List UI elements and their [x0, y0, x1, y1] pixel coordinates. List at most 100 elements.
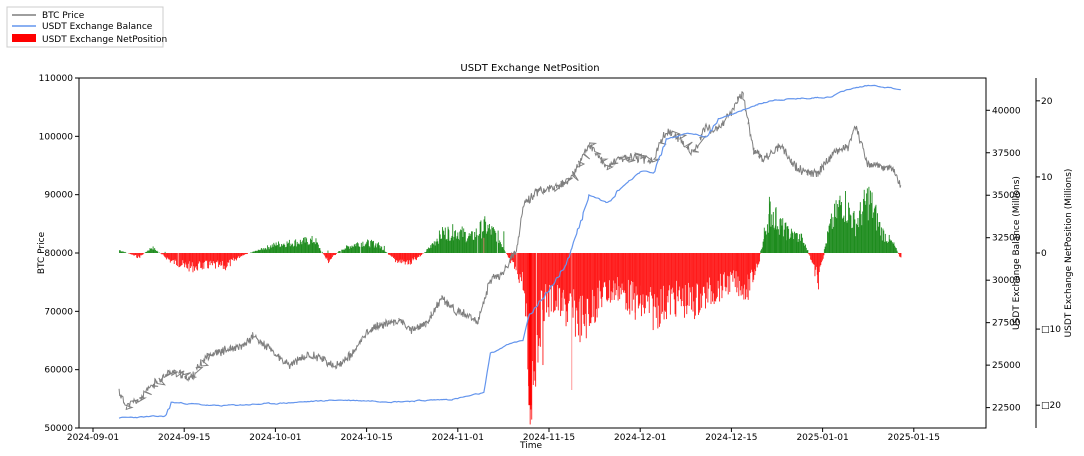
net-position-bar: [222, 253, 224, 269]
net-position-bar: [850, 215, 852, 253]
net-position-bar: [246, 253, 248, 255]
net-position-bar: [198, 253, 200, 262]
net-position-bar: [357, 243, 359, 253]
net-position-bar: [648, 253, 650, 314]
net-position-bar: [708, 253, 710, 278]
net-position-bar: [373, 247, 375, 253]
y-right2-tick-label: 10: [1041, 173, 1053, 183]
y-right-tick-label: 25000: [992, 361, 1021, 371]
net-position-bar: [821, 253, 823, 261]
net-position-bar: [253, 251, 255, 253]
net-position-bar: [837, 207, 839, 253]
net-position-bar: [743, 253, 745, 300]
net-position-bar: [315, 238, 317, 253]
net-position-bar: [766, 224, 768, 253]
net-position-bar: [260, 248, 262, 253]
net-position-bar: [669, 253, 671, 315]
net-position-bar: [493, 229, 495, 253]
net-position-bar: [145, 251, 147, 253]
net-position-bar: [884, 233, 886, 253]
net-position-bar: [183, 253, 185, 264]
legend-label-netposition: USDT Exchange NetPosition: [42, 35, 167, 45]
y-left-tick-label: 70000: [44, 307, 73, 317]
net-position-bar: [636, 253, 638, 296]
net-position-bar: [223, 253, 225, 266]
net-position-bar: [236, 253, 238, 259]
net-position-bar: [317, 244, 319, 253]
net-position-bar: [737, 253, 739, 277]
net-position-bar: [782, 218, 784, 253]
net-position-bar: [279, 247, 281, 253]
net-position-bar: [230, 253, 232, 259]
net-position-bar: [296, 241, 298, 253]
net-position-bar: [318, 248, 320, 253]
net-position-bar: [886, 241, 888, 253]
net-position-bar: [790, 228, 792, 253]
x-axis: 2024-09-01 2024-09-15 2024-10-01 2024-10-15…: [67, 428, 940, 443]
net-position-bar: [815, 253, 817, 270]
net-position-bar: [652, 253, 654, 331]
net-position-bar: [561, 253, 563, 293]
net-position-bar: [691, 253, 693, 287]
net-position-bar: [701, 253, 703, 308]
net-position-bar: [513, 253, 515, 263]
net-position-bar: [402, 253, 404, 263]
net-position-bar: [772, 211, 774, 253]
net-position-bar: [891, 240, 893, 253]
net-position-bar: [585, 253, 587, 339]
net-position-bar: [312, 242, 314, 253]
net-position-bar: [525, 253, 527, 304]
net-position-bar: [376, 247, 378, 253]
net-position-bar: [465, 242, 467, 253]
net-position-bar: [375, 243, 377, 253]
net-position-bar: [724, 253, 726, 287]
net-position-bar: [201, 253, 203, 270]
net-position-bar: [460, 229, 462, 253]
net-position-bar: [479, 221, 481, 253]
net-position-bar: [139, 253, 141, 258]
net-position-bar: [119, 250, 121, 253]
net-position-bar: [396, 253, 398, 261]
net-position-bars: [119, 186, 902, 425]
net-position-bar: [220, 253, 222, 266]
net-position-bar: [258, 251, 260, 253]
net-position-bar: [173, 253, 174, 261]
net-position-bar: [805, 244, 806, 253]
net-position-bar: [392, 253, 394, 257]
net-position-bar: [179, 253, 181, 267]
y-right-tick-label: 27500: [992, 319, 1021, 329]
net-position-bar: [755, 253, 757, 264]
usdt-balance-line: [118, 84, 901, 419]
net-position-bar: [300, 241, 302, 253]
net-position-bar: [630, 253, 632, 281]
net-position-bar: [487, 224, 489, 253]
net-position-bar: [413, 253, 415, 260]
net-position-bar: [275, 246, 277, 253]
net-position-bar: [683, 253, 685, 318]
legend-swatch-netposition: [12, 34, 36, 42]
net-position-bar: [543, 253, 545, 322]
net-position-bar: [156, 250, 158, 253]
net-position-bar: [874, 206, 876, 253]
net-position-bar: [470, 233, 472, 253]
net-position-bar: [713, 253, 715, 305]
net-position-bar: [690, 253, 692, 293]
net-position-bar: [466, 240, 468, 253]
net-position-bar: [227, 253, 229, 263]
net-position-bar: [161, 253, 163, 255]
net-position-bar: [523, 253, 525, 292]
net-position-bar: [615, 253, 617, 296]
net-position-bar: [634, 253, 636, 313]
net-position-bar: [379, 248, 381, 253]
net-position-bar: [172, 253, 174, 261]
net-position-bar: [330, 253, 332, 259]
net-position-bar: [521, 253, 523, 282]
net-position-bar: [822, 253, 824, 259]
y-right-tick-label: 32500: [992, 234, 1021, 244]
net-position-bar: [716, 253, 718, 297]
net-position-bar: [606, 253, 607, 300]
net-position-bar: [847, 220, 849, 253]
net-position-bar: [243, 253, 244, 256]
net-position-bar: [229, 253, 230, 260]
net-position-bar: [403, 253, 405, 262]
